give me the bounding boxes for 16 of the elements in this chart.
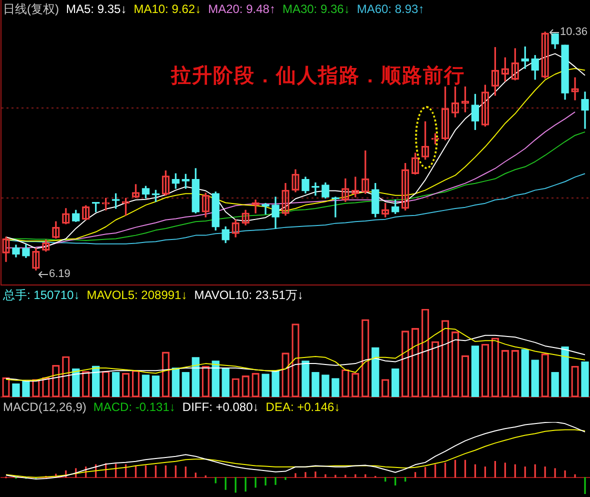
chart-title: MACD(12,26,9): [3, 400, 86, 414]
annotation: 6.19: [49, 268, 70, 280]
text: MAVOL10: 23.51万↓: [194, 288, 304, 302]
chart-title: 日线(复权): [3, 2, 59, 16]
text: MAVOL5: 208991↓: [86, 288, 188, 302]
text: DIFF: +0.080↓: [182, 400, 259, 414]
annotation: 拉升阶段．仙人指路．顺路前行: [170, 64, 465, 88]
text: MA30: 9.36↓: [282, 2, 350, 16]
text: 总手: 150710↓: [3, 288, 80, 302]
text: DEA: +0.146↓: [266, 400, 340, 414]
text: MA20: 9.48↑: [208, 2, 276, 16]
text: MA5: 9.35↓: [66, 2, 127, 16]
annotation: 10.36: [560, 26, 588, 38]
text: MA60: 8.93↑: [356, 2, 424, 16]
text: MA10: 9.62↓: [134, 2, 202, 16]
text: MACD: -0.131↓: [93, 400, 176, 414]
